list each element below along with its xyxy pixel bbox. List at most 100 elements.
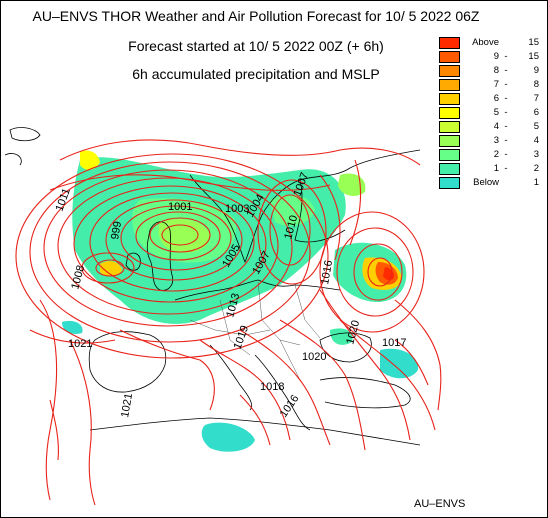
- isobar-north-4: [349, 159, 361, 246]
- legend-swatch: [439, 93, 460, 105]
- isobar-label: 1020: [344, 319, 362, 346]
- coast-italy: [209, 344, 253, 411]
- legend-row: Below 1: [439, 176, 547, 190]
- isobar-label: 1016: [319, 259, 335, 285]
- isobar-label: 1018: [260, 381, 284, 393]
- legend-row: 9- 15: [439, 50, 547, 64]
- legend-to: 3: [533, 149, 539, 160]
- precip-area-mediterranean: [201, 422, 255, 452]
- isobar-south-5: [239, 329, 331, 446]
- isobar-sw-2: [49, 399, 59, 461]
- legend-from: 7: [493, 79, 499, 90]
- isobar-label: 1001: [168, 201, 192, 213]
- legend-row: 3- 4: [439, 134, 547, 148]
- isobar-low-14: [367, 257, 393, 287]
- isobar-low-18: [269, 194, 311, 266]
- legend-to: 15: [528, 37, 539, 48]
- border-1: [219, 299, 251, 356]
- precip-area-iberia: [62, 320, 83, 334]
- legend-to: 5: [533, 121, 539, 132]
- legend-dash: -: [504, 149, 508, 160]
- legend-from: 2: [493, 149, 499, 160]
- isobar-label: 1003: [225, 203, 249, 215]
- isobar-south-2: [69, 339, 96, 506]
- isobar-low-8: [57, 177, 279, 315]
- precip-area-west: [100, 261, 122, 277]
- isobar-low-13: [81, 252, 135, 284]
- legend-swatch: [439, 37, 460, 49]
- isobar-south-3: [119, 329, 215, 411]
- legend-row: 6- 7: [439, 92, 547, 106]
- legend-from: 4: [493, 121, 499, 132]
- legend-to: 8: [533, 79, 539, 90]
- footer-credit: AU–ENVS: [414, 498, 466, 510]
- legend-swatch: [439, 107, 460, 119]
- isobar-east-2: [339, 319, 436, 431]
- precipitation-layer: [62, 150, 419, 452]
- border-5: [279, 339, 301, 381]
- legend-swatch: [439, 51, 460, 63]
- legend-dash: -: [504, 79, 508, 90]
- isobar-label: 1019: [232, 324, 252, 351]
- isobar-sw-1: [29, 329, 116, 344]
- border-2: [257, 281, 301, 346]
- coast-iceland: [9, 127, 41, 142]
- isobar-label: 1017: [382, 337, 406, 349]
- legend-row: 4- 5: [439, 120, 547, 134]
- isobar-low-19: [257, 179, 327, 285]
- isobar-east-3: [394, 299, 442, 411]
- legend-row: 7- 8: [439, 78, 547, 92]
- isobar-label: 1021: [119, 392, 135, 418]
- isobar-low-6: [89, 192, 255, 292]
- isobar-low-7: [73, 185, 267, 303]
- isobar-south-6: [279, 319, 366, 451]
- isobar-north-3: [319, 174, 341, 261]
- isobar-east-1: [319, 289, 411, 441]
- legend-swatch: [439, 121, 460, 133]
- legend-dash: -: [504, 107, 508, 118]
- legend-dash: -: [504, 135, 508, 146]
- isobar-low-9: [43, 169, 293, 327]
- field-description: 6h accumulated precipitation and MSLP: [132, 66, 380, 82]
- legend-from: 8: [493, 65, 499, 76]
- legend-row: 2- 3: [439, 148, 547, 162]
- coastline-layer: [4, 127, 421, 446]
- isobar-label: 1021: [68, 338, 92, 350]
- legend-swatch: [439, 177, 460, 189]
- isobar-north-2: [49, 174, 331, 191]
- isobar-layer: [15, 139, 442, 506]
- precip-area-baltic: [270, 194, 315, 226]
- isobar-low-5: [105, 199, 243, 281]
- isobar-low-15: [353, 243, 403, 301]
- coast-greenland-edge: [4, 153, 22, 166]
- isobar-label: 1016: [278, 393, 302, 420]
- isobar-north-1: [59, 139, 421, 166]
- legend-row: 8- 9: [439, 64, 547, 78]
- coast-balkans: [254, 354, 311, 431]
- isobar-se-1: [239, 394, 271, 446]
- coast-finland: [294, 179, 346, 243]
- isobar-label: 1008: [69, 264, 87, 291]
- coast-ireland: [125, 252, 141, 271]
- legend-from: 3: [493, 135, 499, 146]
- border-4: [189, 319, 271, 336]
- isobar-low-4: [120, 205, 232, 271]
- legend-swatch: [439, 163, 460, 175]
- coast-continent: [174, 279, 341, 301]
- precipitation-legend: Above 15 9-15 8-9 7-8 6-7 5-6 4-5 3-4 2-3 1-2 Below…: [439, 36, 547, 190]
- legend-swatch: [439, 79, 460, 91]
- legend-from: Above: [472, 37, 499, 48]
- legend-to: 15: [528, 51, 539, 62]
- precip-area-nw-russia: [338, 173, 366, 196]
- coast-turkey: [319, 377, 411, 409]
- legend-dash: -: [504, 65, 508, 76]
- legend-swatch: [439, 149, 460, 161]
- isobar-low-10: [29, 161, 311, 343]
- precip-area-north: [80, 150, 100, 170]
- isobar-low-2: [149, 217, 211, 253]
- legend-to: 4: [533, 135, 539, 146]
- isobar-low-1: [161, 224, 199, 246]
- legend-dash: -: [504, 51, 508, 62]
- isobar-low-16: [336, 227, 414, 317]
- legend-row: 5- 6: [439, 106, 547, 120]
